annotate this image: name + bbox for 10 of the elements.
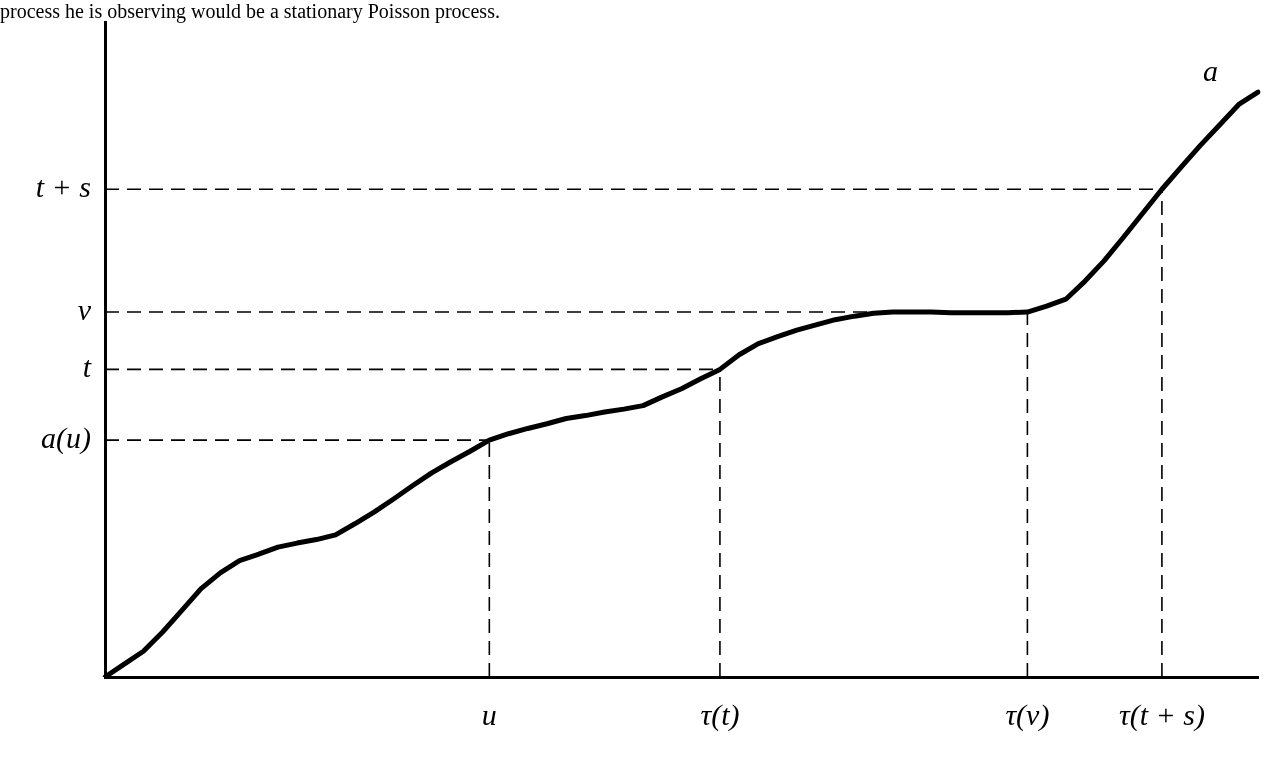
- ref-line-label: a(u): [41, 421, 92, 456]
- ref-line-label: v: [77, 292, 92, 326]
- x-tick-label: τ(v): [1005, 697, 1050, 732]
- text: process he is observing would be a stationary Poisson process.: [0, 0, 500, 23]
- ref-line-label: t + s: [35, 170, 91, 204]
- x-tick-label: u: [481, 697, 497, 731]
- x-tick-label: τ(t + s): [1118, 697, 1205, 732]
- x-tick-label: τ(t): [700, 697, 740, 732]
- ref-line-label: t: [82, 350, 92, 384]
- series-label: a: [1203, 54, 1218, 88]
